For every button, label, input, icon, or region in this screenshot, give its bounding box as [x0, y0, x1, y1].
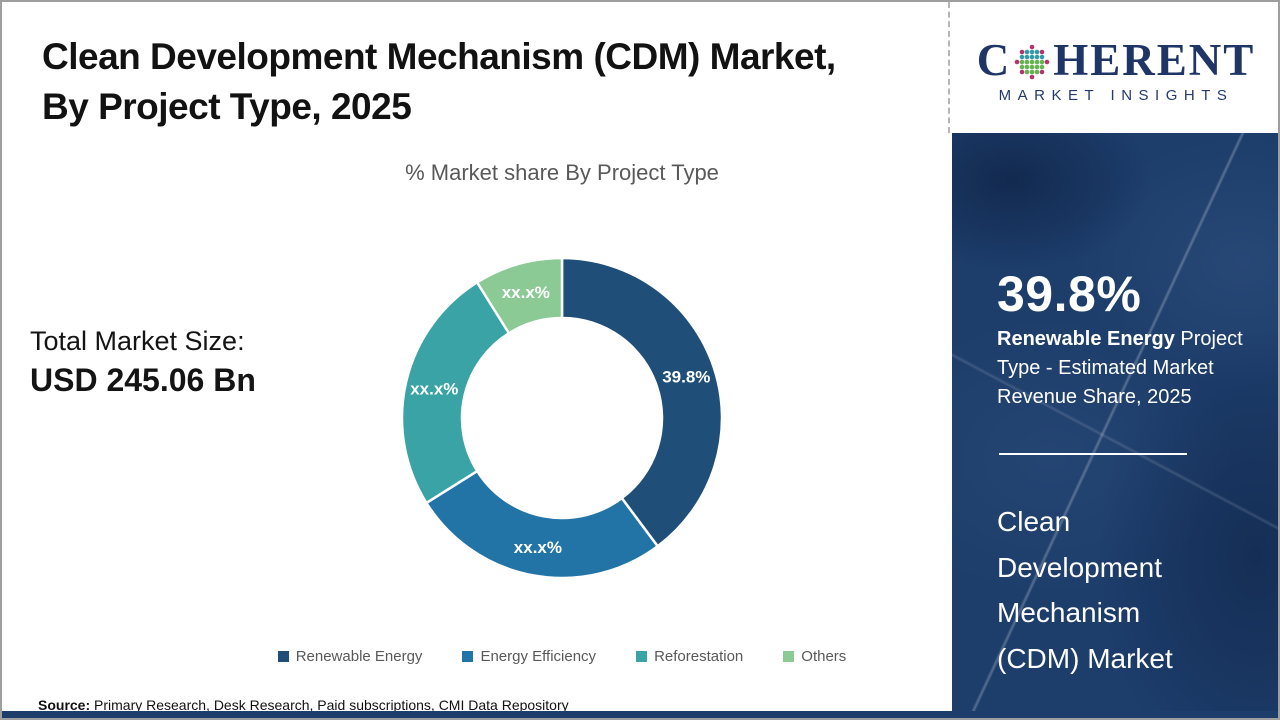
- donut-label-others: xx.x%: [502, 283, 550, 302]
- legend-item-renewable-energy: Renewable Energy: [277, 648, 423, 665]
- logo-letters-rest: HERENT: [1053, 34, 1256, 85]
- legend-item-energy-efficiency: Energy Efficiency: [462, 648, 596, 665]
- page-title-line1: Clean Development Mechanism (CDM) Market…: [42, 36, 836, 77]
- legend-item-reforestation: Reforestation: [636, 648, 743, 665]
- legend-label: Energy Efficiency: [480, 648, 597, 665]
- page-title: Clean Development Mechanism (CDM) Market…: [42, 32, 922, 132]
- bottom-bar: [2, 711, 1278, 718]
- panel-divider: [999, 453, 1187, 455]
- donut-segment-energy-efficiency: [425, 469, 659, 580]
- legend-swatch: [277, 651, 289, 662]
- page-title-line2: By Project Type, 2025: [42, 86, 412, 127]
- stat-description: Renewable Energy Project Type - Estimate…: [997, 325, 1263, 412]
- stat-description-bold: Renewable Energy: [997, 328, 1175, 350]
- brand-logo: C HERENT MARKET INSIGHTS: [952, 2, 1278, 133]
- source-text: Primary Research, Desk Research, Paid su…: [90, 697, 569, 713]
- chart-legend: Renewable Energy Energy Efficiency Refores…: [112, 648, 1012, 665]
- stat-value: 39.8%: [997, 266, 1142, 322]
- logo-globe-icon: [1014, 44, 1050, 80]
- donut-segment-others: [475, 256, 564, 335]
- logo-letter-c: C: [976, 34, 1012, 85]
- legend-label: Others: [801, 648, 847, 665]
- highlight-panel: 39.8% Renewable Energy Project Type - Es…: [952, 133, 1278, 718]
- market-size-label: Total Market Size:: [30, 326, 245, 356]
- total-market-size: Total Market Size: USD 245.06 Bn: [30, 326, 256, 399]
- market-name: Clean Development Mechanism (CDM) Market: [997, 506, 1173, 674]
- donut-chart: 39.8% xx.x% xx.x% xx.x%: [372, 228, 752, 608]
- stat-description-rest: Project Type - Estimated Market Revenue …: [997, 328, 1243, 408]
- legend-swatch: [783, 651, 795, 662]
- source-label: Source:: [38, 697, 91, 713]
- donut-label-reforestation: xx.x%: [410, 380, 458, 399]
- donut-label-energy-efficiency: xx.x%: [514, 538, 562, 557]
- legend-item-others: Others: [783, 648, 846, 665]
- legend-swatch: [636, 651, 648, 662]
- chart-title: % Market share By Project Type: [405, 160, 719, 185]
- source-note: Source: Primary Research, Desk Research,…: [38, 697, 569, 713]
- donut-chart-svg: 39.8% xx.x% xx.x% xx.x%: [400, 256, 724, 580]
- donut-segment-renewable-energy: [560, 256, 724, 548]
- legend-label: Reforestation: [654, 648, 744, 665]
- donut-label-renewable-energy: 39.8%: [662, 368, 710, 387]
- market-size-value: USD 245.06 Bn: [30, 362, 256, 398]
- vertical-dashed-divider: [948, 2, 950, 133]
- donut-segment-reforestation: [400, 281, 511, 505]
- logo-wordmark: C HERENT: [976, 34, 1256, 85]
- legend-label: Renewable Energy: [295, 648, 423, 665]
- legend-swatch: [462, 651, 474, 662]
- logo-tagline: MARKET INSIGHTS: [998, 86, 1234, 104]
